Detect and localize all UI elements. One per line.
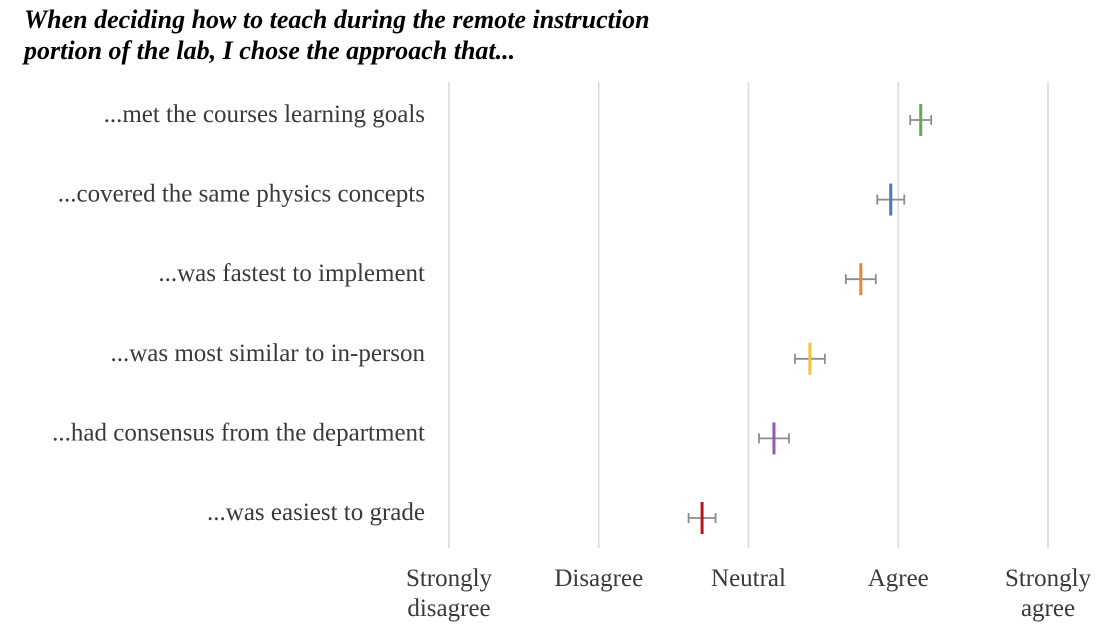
chart-title-line-1: When deciding how to teach during the re… xyxy=(24,5,650,34)
chart-title-line-2: portion of the lab, I chose the approach… xyxy=(24,36,516,65)
data-point-4 xyxy=(794,342,826,375)
category-label-2: ...covered the same physics concepts xyxy=(58,181,425,208)
chart-title: When deciding how to teach during the re… xyxy=(24,4,784,66)
category-label-6: ...was easiest to grade xyxy=(207,499,425,526)
x-tick-label-4: Agree xyxy=(868,565,929,592)
data-point-1 xyxy=(909,104,933,136)
x-tick-label-3: Neutral xyxy=(711,565,786,592)
x-tick-label-5: Strongly agree xyxy=(1005,565,1092,622)
category-label-1: ...met the courses learning goals xyxy=(104,101,425,128)
data-point-3 xyxy=(844,263,877,296)
data-point-2 xyxy=(876,183,906,216)
data-point-5 xyxy=(758,422,790,455)
category-label-3: ...was fastest to implement xyxy=(158,260,425,287)
category-label-4: ...was most similar to in-person xyxy=(110,340,425,367)
x-tick-label-1: Strongly disagree xyxy=(406,565,493,622)
x-tick-label-2: Disagree xyxy=(554,565,643,592)
data-point-6 xyxy=(687,502,717,534)
category-label-5: ...had consensus from the department xyxy=(52,419,425,446)
